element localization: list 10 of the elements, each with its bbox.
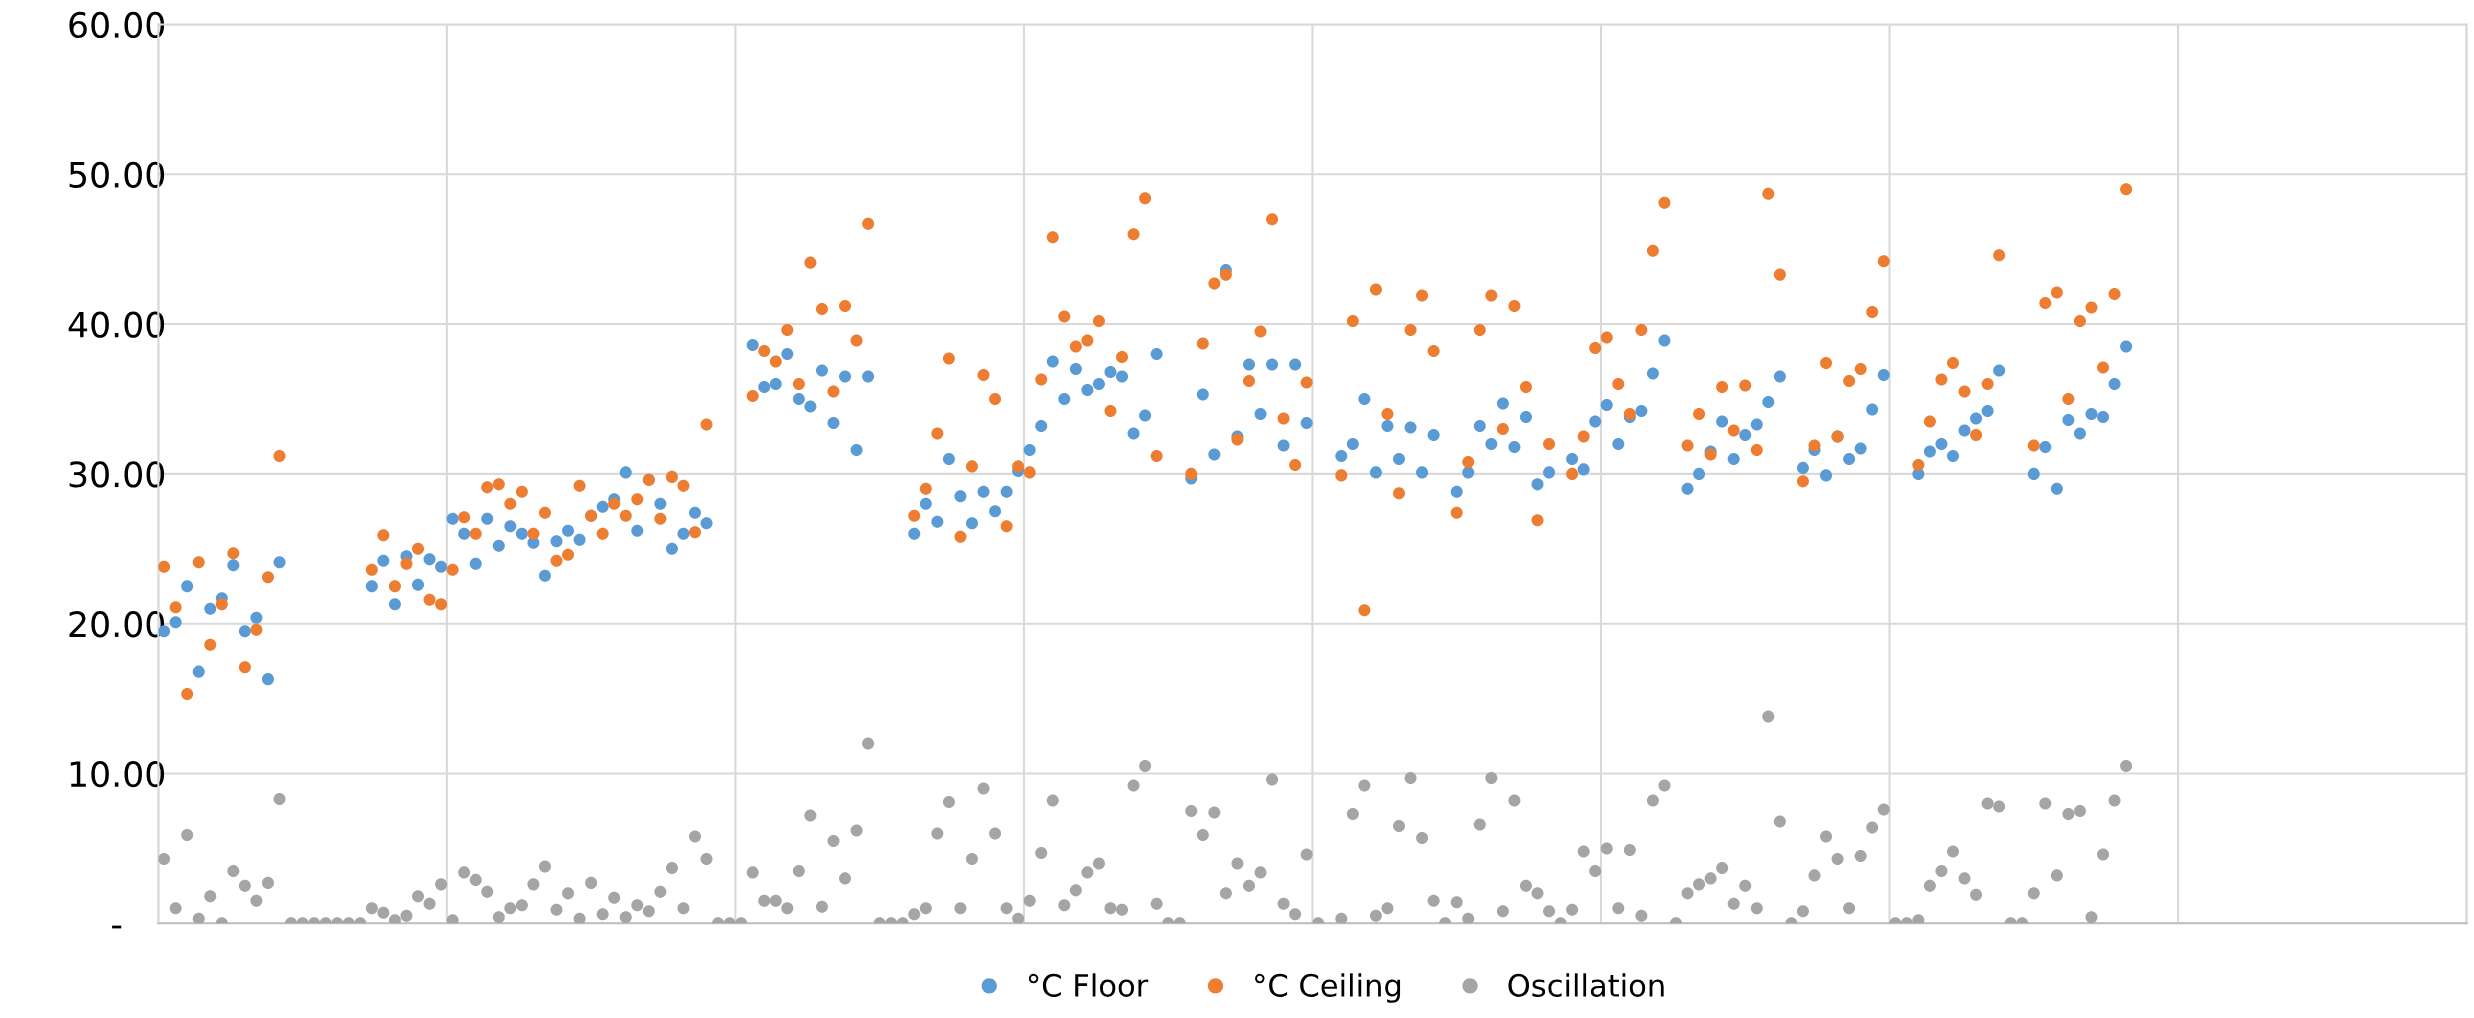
legend-label: °C Floor <box>1028 973 1149 997</box>
legend-label: °C Ceiling <box>1255 973 1401 1003</box>
y-tick-label: - <box>112 925 122 929</box>
y-tick-label: 20.00 <box>69 611 165 638</box>
legend-label: Oscillation <box>1508 973 1664 997</box>
y-tick-label: 30.00 <box>69 461 165 488</box>
y-tick-label: 50.00 <box>69 161 165 188</box>
y-tick-label: 10.00 <box>70 760 165 788</box>
y-tick-label: 60.00 <box>69 11 165 39</box>
y-tick-label: 40.00 <box>68 311 165 338</box>
